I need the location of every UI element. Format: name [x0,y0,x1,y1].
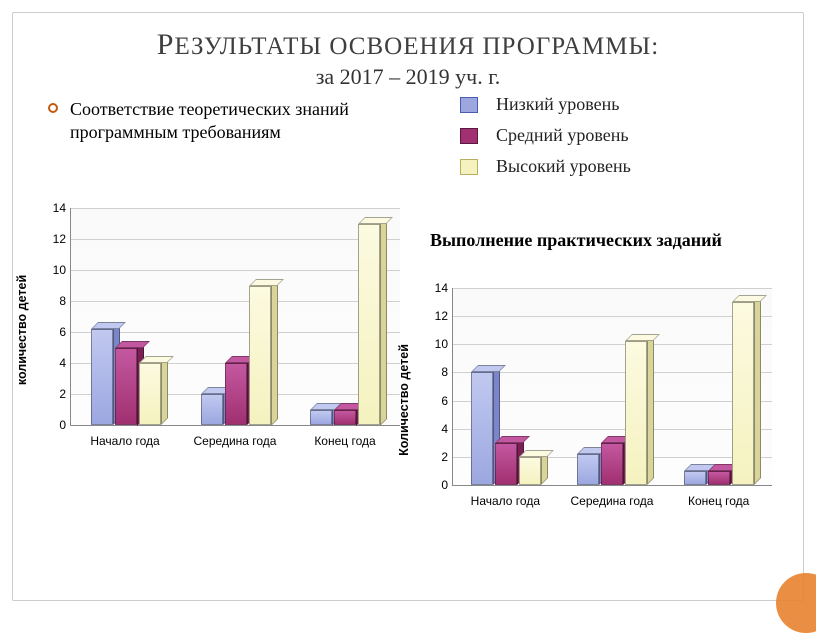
x-category: Начало года [452,494,559,508]
bullet-text: Соответствие теоретических знаний програ… [70,98,368,143]
y-tick: 4 [441,422,453,436]
x-category: Середина года [559,494,666,508]
y-tick: 2 [59,387,71,401]
bullet-marker-icon [48,103,58,113]
bar-groups [71,208,400,425]
legend: Низкий уровень Средний уровень Высокий уро… [460,94,631,187]
legend-item: Средний уровень [460,125,631,146]
bar-group [453,288,559,485]
legend-item: Высокий уровень [460,156,631,177]
bar [225,363,247,425]
bar [358,224,380,426]
legend-swatch [460,128,478,144]
y-tick: 12 [435,309,453,323]
x-category: Начало года [70,434,180,448]
content-area: Соответствие теоретических знаний програ… [0,90,816,570]
legend-swatch [460,159,478,175]
bar [684,471,706,485]
chart2-ylabel: Количество детей [397,344,411,456]
chart1-xcats: Начало годаСередина годаКонец года [70,434,400,448]
x-category: Середина года [180,434,290,448]
chart-theoretical: количество детей 02468101214 Начало года… [28,200,408,460]
chart2-xcats: Начало годаСередина годаКонец года [452,494,772,508]
bullet-item: Соответствие теоретических знаний програ… [48,98,368,143]
chart2-plot: 02468101214 [452,288,772,486]
bar [91,329,113,425]
bar [471,372,493,485]
y-tick: 6 [441,394,453,408]
y-tick: 2 [441,450,453,464]
y-tick: 12 [53,232,71,246]
y-tick: 0 [441,478,453,492]
legend-swatch [460,97,478,113]
legend-label: Низкий уровень [496,94,619,115]
bar-group [666,288,772,485]
bar [115,348,137,426]
bar-group [559,288,665,485]
y-tick: 0 [59,418,71,432]
bar [708,471,730,485]
chart-practical: Количество детей 02468101214 Начало года… [410,280,780,520]
bar [201,394,223,425]
bar [334,410,356,426]
y-tick: 10 [435,337,453,351]
bar-group [71,208,181,425]
bar-group [181,208,291,425]
bar [732,302,754,485]
y-tick: 4 [59,356,71,370]
chart2-title: Выполнение практических заданий [430,230,722,251]
bar [577,454,599,485]
bar-groups [453,288,772,485]
y-tick: 14 [435,281,453,295]
chart1-plot: 02468101214 [70,208,400,426]
bar [601,443,623,485]
y-tick: 6 [59,325,71,339]
legend-item: Низкий уровень [460,94,631,115]
x-category: Конец года [290,434,400,448]
bar [139,363,161,425]
legend-label: Высокий уровень [496,156,631,177]
bar [625,341,647,485]
y-tick: 14 [53,201,71,215]
bar-group [290,208,400,425]
x-category: Конец года [665,494,772,508]
y-tick: 8 [59,294,71,308]
chart1-ylabel: количество детей [15,275,29,385]
y-tick: 8 [441,365,453,379]
bar [310,410,332,426]
legend-label: Средний уровень [496,125,629,146]
y-tick: 10 [53,263,71,277]
bar [519,457,541,485]
bar [249,286,271,426]
bar [495,443,517,485]
